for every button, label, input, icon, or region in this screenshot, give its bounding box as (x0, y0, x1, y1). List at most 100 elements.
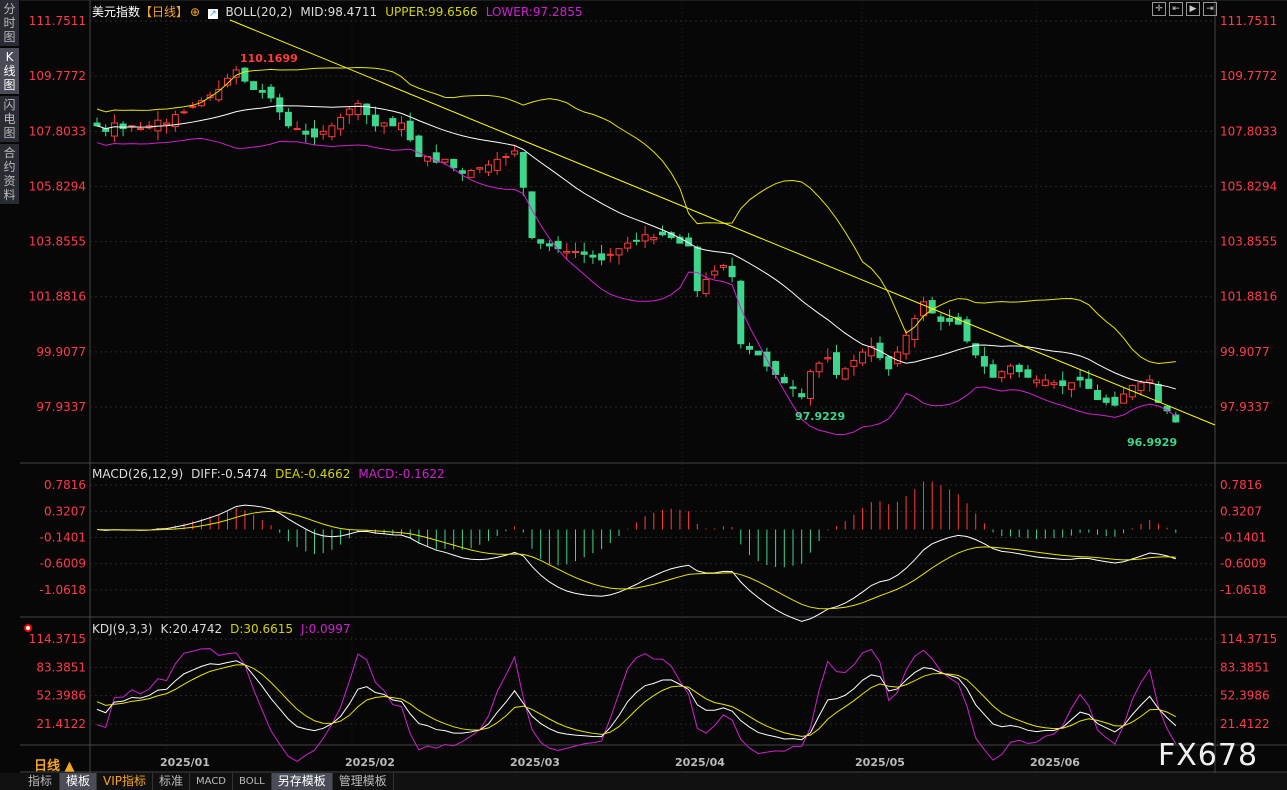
candle (606, 253, 614, 256)
candle (1067, 382, 1075, 390)
period-selector[interactable]: 日线 ▲ (34, 759, 75, 774)
candle (598, 253, 606, 261)
candle (789, 386, 797, 389)
tab-manage-template[interactable]: 管理模板 (333, 773, 394, 790)
candle (624, 242, 632, 249)
crosshair-icon[interactable]: ✛ (1152, 2, 1166, 16)
candle (693, 246, 701, 292)
kdj-tick-left: 83.3851 (36, 660, 86, 674)
candle (1041, 379, 1049, 387)
sidebar-item-contract-info[interactable]: 合约资料 (0, 144, 19, 204)
price-annotation-low: 97.9229 (795, 410, 845, 423)
candle (154, 119, 162, 132)
price-tick-right: 99.9077 (1220, 345, 1270, 359)
candle (972, 343, 980, 356)
candle (980, 356, 988, 367)
candle (1172, 414, 1180, 423)
tab-boll[interactable]: BOLL (233, 773, 272, 790)
candle (441, 158, 449, 163)
candle (354, 102, 362, 116)
watermark-logo: FX678 (1158, 738, 1259, 773)
zoom-fit-icon[interactable]: ⇤ (1169, 2, 1183, 16)
candle (528, 191, 536, 239)
candle (632, 239, 640, 242)
candle (1137, 382, 1145, 392)
candle (641, 234, 649, 242)
tab-indicator[interactable]: 指标 (0, 773, 60, 790)
scroll-right-icon[interactable]: ⇥ (1203, 2, 1217, 16)
candle (659, 231, 666, 236)
price-tick-right: 109.7772 (1220, 69, 1277, 83)
kdj-tick-left: 114.3715 (29, 632, 86, 646)
candle (850, 359, 858, 367)
candle (337, 116, 345, 130)
tab-template[interactable]: 模板 (60, 773, 98, 790)
candle (963, 319, 971, 342)
kdj-tick-right: 83.3851 (1220, 660, 1270, 674)
date-tick-label: 2025/01 (160, 756, 210, 769)
kdj-k: K:20.4742 (160, 622, 223, 636)
candle (241, 67, 249, 82)
candle (1102, 397, 1110, 403)
candle (293, 128, 301, 131)
macd-tick-left: -1.0618 (40, 583, 86, 597)
candle (1007, 365, 1014, 375)
play-icon[interactable]: ▶ (1186, 2, 1200, 16)
price-tick-right: 105.8294 (1220, 179, 1277, 193)
candle (780, 377, 788, 384)
candle (258, 89, 266, 93)
candle (302, 130, 310, 135)
tab-macd[interactable]: MACD (190, 773, 234, 790)
kdj-tick-left: 21.4122 (36, 717, 86, 731)
candle (537, 239, 545, 244)
candle (119, 123, 127, 130)
candle (345, 108, 353, 116)
macd-histogram (105, 481, 1177, 568)
candle (833, 352, 840, 375)
sidebar-item-timeshare[interactable]: 分时图 (0, 0, 19, 46)
kdj-tick-left: 52.3986 (36, 689, 86, 703)
candle (406, 120, 414, 141)
candle (284, 111, 292, 127)
candle (746, 345, 753, 350)
candle (398, 122, 405, 131)
tab-save-template[interactable]: 另存模板 (271, 773, 333, 790)
candle (215, 88, 223, 101)
candle (93, 122, 101, 127)
candle (476, 167, 484, 170)
candle (572, 251, 579, 254)
candle (876, 342, 884, 359)
candle (319, 130, 327, 135)
macd-tick-right: 0.7816 (1220, 478, 1262, 492)
candle (110, 122, 118, 137)
candle (1120, 393, 1128, 404)
chart-area[interactable]: 111.7511 111.7511 109.7772 109.7772 107.8033… (0, 0, 1287, 773)
sidebar-item-flash[interactable]: 闪电图 (0, 96, 19, 142)
macd-value: MACD:-0.1622 (358, 467, 445, 481)
boll-mid-line (96, 105, 1176, 390)
candle (276, 97, 284, 113)
candle (363, 103, 371, 116)
candle (1059, 380, 1067, 387)
add-icon[interactable]: ⊕ (190, 5, 201, 19)
indicator-chart-icon[interactable]: ↗ (208, 9, 218, 19)
kdj-d-line (96, 664, 1177, 737)
candle (1094, 390, 1101, 401)
candle (719, 264, 727, 268)
candle (180, 111, 188, 114)
kdj-d: D:30.6615 (230, 622, 293, 636)
candle (702, 278, 710, 295)
macd-tick-right: -0.6009 (1220, 557, 1266, 571)
candle (885, 356, 893, 370)
candle (1033, 379, 1041, 384)
tab-vip-indicator[interactable]: VIP指标 (97, 773, 154, 790)
record-icon[interactable] (24, 624, 32, 632)
candle (1050, 382, 1058, 386)
sidebar-item-kline[interactable]: K线图 (0, 48, 19, 94)
tab-standard[interactable]: 标准 (153, 773, 191, 790)
candle (841, 368, 849, 380)
candle (902, 334, 910, 355)
candle (371, 114, 379, 127)
price-tick-left: 99.9077 (36, 345, 86, 359)
candle (493, 158, 501, 171)
